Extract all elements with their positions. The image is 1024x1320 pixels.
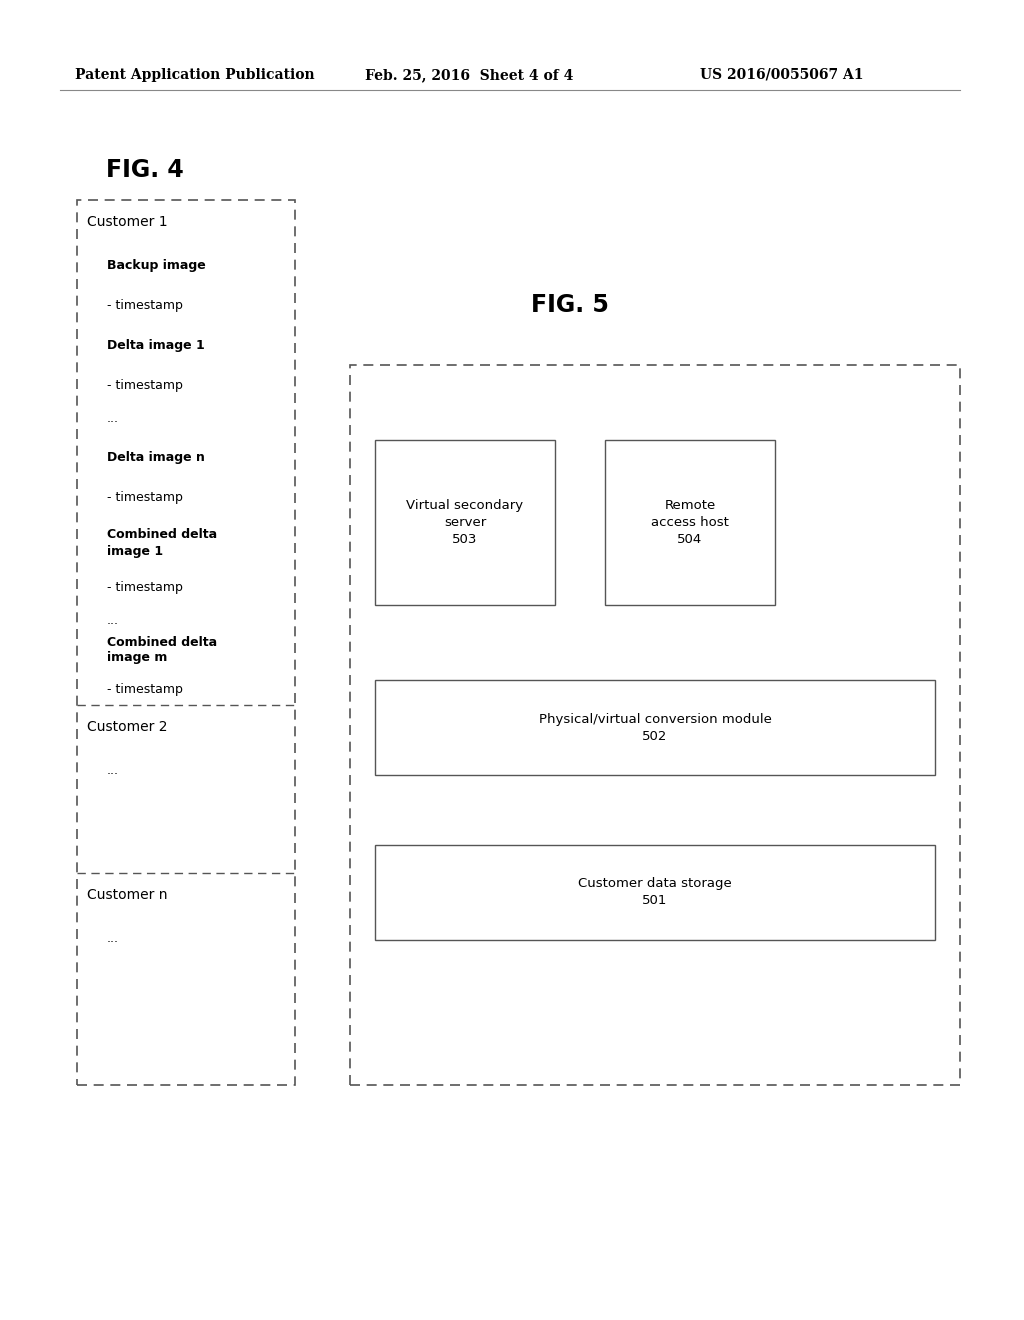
Text: - timestamp: - timestamp <box>106 582 183 594</box>
Text: Feb. 25, 2016  Sheet 4 of 4: Feb. 25, 2016 Sheet 4 of 4 <box>365 69 573 82</box>
Text: Patent Application Publication: Patent Application Publication <box>75 69 314 82</box>
Text: Delta image n: Delta image n <box>106 451 205 465</box>
Bar <box>605 440 775 605</box>
Text: Delta image 1: Delta image 1 <box>106 338 205 351</box>
Text: Physical/virtual conversion module
502: Physical/virtual conversion module 502 <box>539 713 771 742</box>
Text: Combined delta
image 1: Combined delta image 1 <box>106 528 217 557</box>
Text: FIG. 5: FIG. 5 <box>531 293 609 317</box>
Bar <box>375 845 935 940</box>
Text: ...: ... <box>106 412 119 425</box>
Text: Combined delta
image m: Combined delta image m <box>106 635 217 664</box>
Text: ...: ... <box>106 614 119 627</box>
Text: ...: ... <box>106 763 119 776</box>
Bar <box>375 680 935 775</box>
Bar <box>375 440 555 605</box>
Bar <box>350 366 961 1085</box>
Text: Backup image: Backup image <box>106 259 206 272</box>
Text: Virtual secondary
server
503: Virtual secondary server 503 <box>407 499 523 546</box>
Text: Customer 1: Customer 1 <box>87 215 168 228</box>
Text: Customer data storage
501: Customer data storage 501 <box>579 878 732 908</box>
Text: - timestamp: - timestamp <box>106 491 183 504</box>
Text: Customer n: Customer n <box>87 888 168 902</box>
Text: US 2016/0055067 A1: US 2016/0055067 A1 <box>700 69 863 82</box>
Text: - timestamp: - timestamp <box>106 379 183 392</box>
Text: Customer 2: Customer 2 <box>87 719 168 734</box>
Text: Remote
access host
504: Remote access host 504 <box>651 499 729 546</box>
Text: - timestamp: - timestamp <box>106 298 183 312</box>
Bar <box>77 201 295 1085</box>
Text: - timestamp: - timestamp <box>106 684 183 697</box>
Text: ...: ... <box>106 932 119 945</box>
Text: FIG. 4: FIG. 4 <box>106 158 184 182</box>
